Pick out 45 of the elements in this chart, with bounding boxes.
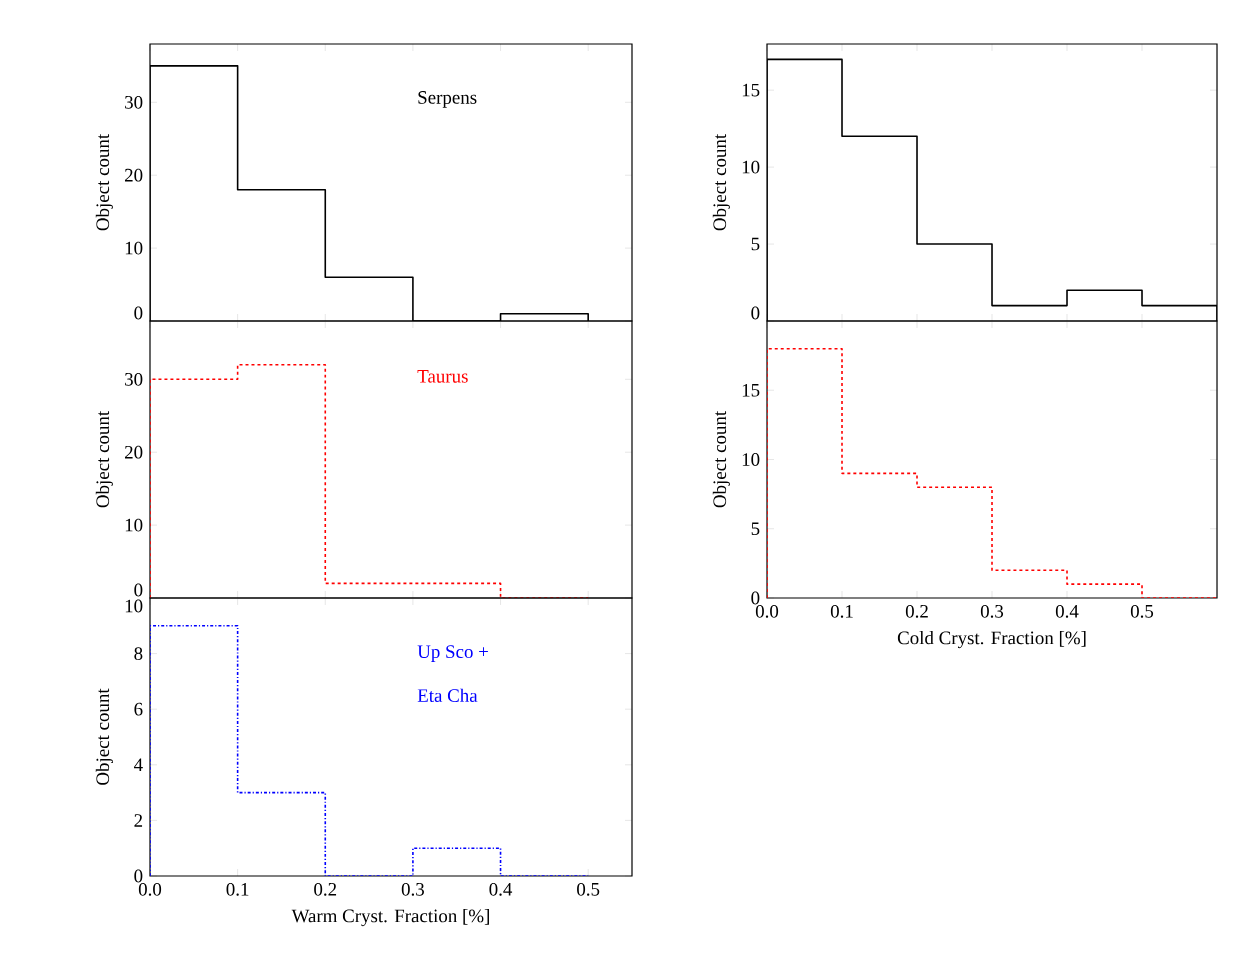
annotation: Taurus: [417, 370, 468, 383]
x-tick-label: 0.2: [905, 604, 928, 618]
x-tick-label: 0.4: [1055, 604, 1079, 618]
y-tick-label: 2: [134, 814, 143, 827]
y-axis-title: Object count: [95, 133, 113, 231]
x-tick-label: 0.5: [577, 882, 600, 896]
annotation: Eta Cha: [417, 688, 478, 702]
y-tick-label: 20: [124, 168, 143, 182]
x-tick-label: 0.2: [314, 882, 337, 896]
y-tick-label: 6: [134, 702, 143, 716]
y-axis-title: Object count: [712, 410, 730, 508]
y-axis-title: Object count: [95, 688, 113, 785]
y-tick-label: 10: [125, 241, 143, 255]
y-tick-label: 15: [742, 383, 760, 397]
x-tick-label: 0.3: [401, 882, 424, 896]
y-tick-label: 4: [134, 758, 143, 772]
annotation: Up Sco +: [417, 645, 488, 662]
y-tick-label: 30: [125, 95, 143, 109]
x-tick-label: 0.4: [489, 882, 513, 896]
y-tick-label: 5: [751, 237, 760, 251]
x-tick-label: 0.0: [138, 882, 162, 896]
x-tick-label: 0.3: [980, 604, 1004, 618]
x-tick-label: 0.5: [1130, 604, 1154, 618]
y-tick-label: 30: [125, 372, 143, 386]
y-tick-label: 10: [125, 518, 143, 532]
x-tick-label: 0.0: [755, 604, 779, 618]
y-axis-title: Object count: [712, 133, 730, 231]
y-tick-label: 10: [742, 453, 760, 466]
y-tick-label: 0: [134, 306, 143, 320]
x-axis-title: Cold Cryst. Fraction [%]: [897, 630, 1086, 649]
y-axis-title: Object count: [95, 410, 113, 508]
y-tick-label: 0: [134, 583, 143, 597]
y-tick-label: 10: [742, 160, 760, 174]
x-axis-title: Warm Cryst. Fraction [%]: [291, 908, 489, 927]
y-tick-label: 0: [751, 306, 760, 320]
y-tick-label: 10: [125, 599, 143, 613]
y-tick-label: 15: [742, 83, 760, 97]
y-tick-label: 5: [751, 522, 760, 536]
x-tick-label: 0.1: [830, 604, 853, 618]
annotation: Serpens: [418, 91, 477, 108]
y-tick-label: 20: [124, 445, 143, 459]
y-tick-label: 0: [134, 869, 143, 883]
x-tick-label: 0.1: [226, 882, 249, 896]
y-tick-label: 0: [751, 591, 760, 605]
y-tick-label: 8: [134, 647, 143, 660]
